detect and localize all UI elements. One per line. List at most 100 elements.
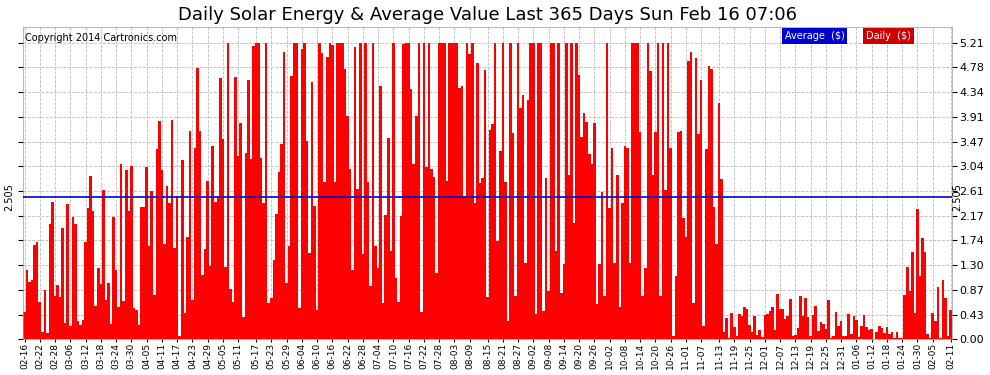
Bar bbox=[23, 312, 26, 339]
Bar bbox=[766, 314, 768, 339]
Bar bbox=[361, 254, 364, 339]
Bar bbox=[112, 217, 115, 339]
Bar bbox=[257, 43, 259, 339]
Bar bbox=[721, 179, 723, 339]
Bar bbox=[822, 324, 825, 339]
Bar bbox=[916, 209, 919, 339]
Bar bbox=[418, 43, 420, 339]
Bar bbox=[504, 182, 507, 339]
Bar bbox=[585, 122, 588, 339]
Bar bbox=[74, 224, 76, 339]
Bar bbox=[364, 43, 366, 339]
Bar bbox=[344, 69, 346, 339]
Bar bbox=[204, 249, 206, 339]
Bar bbox=[677, 132, 679, 339]
Bar bbox=[425, 167, 428, 339]
Bar bbox=[674, 276, 677, 339]
Bar bbox=[588, 154, 591, 339]
Bar bbox=[868, 330, 870, 339]
Bar bbox=[857, 337, 860, 339]
Bar bbox=[736, 336, 739, 339]
Bar bbox=[196, 68, 199, 339]
Bar bbox=[756, 335, 758, 339]
Bar bbox=[919, 276, 922, 339]
Bar bbox=[830, 338, 833, 339]
Bar bbox=[123, 301, 125, 339]
Bar bbox=[339, 43, 342, 339]
Bar bbox=[661, 43, 664, 339]
Bar bbox=[374, 246, 377, 339]
Bar bbox=[549, 43, 552, 339]
Bar bbox=[446, 182, 448, 339]
Bar bbox=[319, 43, 321, 339]
Bar bbox=[502, 43, 504, 339]
Bar bbox=[619, 307, 621, 339]
Bar bbox=[929, 338, 932, 339]
Bar bbox=[194, 148, 196, 339]
Bar bbox=[629, 263, 632, 339]
Bar bbox=[644, 268, 646, 339]
Bar bbox=[120, 164, 123, 339]
Bar bbox=[904, 296, 906, 339]
Bar bbox=[932, 313, 934, 339]
Bar bbox=[158, 121, 160, 339]
Bar bbox=[265, 43, 267, 339]
Bar bbox=[527, 100, 530, 339]
Bar bbox=[64, 323, 66, 339]
Bar bbox=[656, 43, 659, 339]
Bar bbox=[713, 207, 715, 339]
Bar bbox=[146, 168, 148, 339]
Bar bbox=[471, 43, 473, 339]
Bar bbox=[102, 190, 105, 339]
Bar bbox=[898, 338, 901, 339]
Bar bbox=[695, 57, 697, 339]
Bar bbox=[326, 57, 329, 339]
Bar bbox=[150, 190, 153, 339]
Bar bbox=[71, 217, 74, 339]
Bar bbox=[163, 244, 165, 339]
Bar bbox=[405, 43, 407, 339]
Bar bbox=[153, 295, 155, 339]
Bar bbox=[136, 310, 138, 339]
Bar bbox=[110, 324, 112, 339]
Bar bbox=[570, 43, 573, 339]
Bar bbox=[682, 217, 685, 339]
Bar bbox=[741, 316, 743, 339]
Bar bbox=[165, 186, 168, 339]
Bar bbox=[512, 133, 514, 339]
Bar bbox=[107, 283, 110, 339]
Bar bbox=[654, 132, 656, 339]
Bar bbox=[476, 63, 478, 339]
Text: 2.505: 2.505 bbox=[952, 183, 962, 211]
Bar bbox=[450, 43, 453, 339]
Bar bbox=[535, 314, 538, 339]
Bar bbox=[395, 279, 397, 339]
Bar bbox=[940, 338, 941, 339]
Bar bbox=[82, 320, 84, 339]
Bar bbox=[697, 134, 700, 339]
Bar bbox=[792, 336, 794, 339]
Bar bbox=[852, 316, 855, 339]
Bar bbox=[436, 273, 438, 339]
Bar bbox=[753, 316, 756, 339]
Bar bbox=[392, 43, 395, 339]
Bar bbox=[26, 270, 29, 339]
Text: Average  ($): Average ($) bbox=[785, 31, 844, 41]
Bar bbox=[31, 280, 34, 339]
Bar bbox=[155, 149, 158, 339]
Bar bbox=[468, 54, 471, 339]
Bar bbox=[407, 43, 410, 339]
Bar bbox=[532, 43, 535, 339]
Bar bbox=[776, 294, 779, 339]
Bar bbox=[94, 306, 97, 339]
Bar bbox=[76, 321, 79, 339]
Bar bbox=[441, 43, 443, 339]
Bar bbox=[118, 307, 120, 339]
Bar bbox=[692, 303, 695, 339]
Bar bbox=[637, 43, 639, 339]
Bar bbox=[235, 77, 237, 339]
Bar bbox=[593, 123, 596, 339]
Bar bbox=[557, 43, 560, 339]
Bar bbox=[888, 334, 891, 339]
Bar bbox=[183, 314, 186, 339]
